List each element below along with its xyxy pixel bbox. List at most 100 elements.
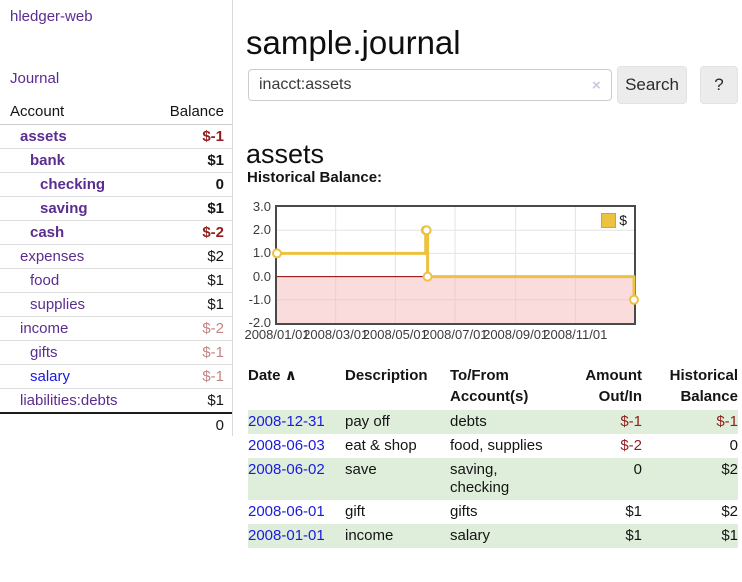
- account-row: gifts $-1: [0, 340, 232, 365]
- transaction-amount: 0: [550, 458, 642, 500]
- account-balance: $-1: [202, 368, 224, 385]
- accounts-total-row: 0: [0, 412, 232, 437]
- account-link[interactable]: liabilities:debts: [20, 392, 118, 409]
- x-axis-tick-label: 2008/03/01: [303, 327, 369, 342]
- transaction-balance: $2: [721, 503, 738, 520]
- register-column-balance: Historical Balance: [669, 367, 738, 405]
- accounts-column-balance: Balance: [151, 98, 232, 125]
- x-axis-tick-label: 2008/05/01: [362, 327, 428, 342]
- search-input[interactable]: [248, 69, 612, 101]
- account-row: income $-2: [0, 316, 232, 341]
- y-axis-tick-label: -1.0: [248, 291, 271, 307]
- transaction-row: 2008-01-01 income salary $1 $1: [248, 524, 738, 548]
- clear-search-icon[interactable]: ×: [592, 77, 601, 94]
- account-balance: $1: [207, 392, 224, 409]
- account-balance: $1: [207, 296, 224, 313]
- transaction-balance: $-1: [642, 410, 738, 434]
- transaction-accounts: salary: [450, 524, 550, 548]
- transaction-balance: 0: [729, 437, 738, 454]
- chart-data-marker: [272, 248, 282, 259]
- account-link[interactable]: supplies: [30, 296, 86, 313]
- chart-canvas: [272, 207, 639, 323]
- account-row: saving $1: [0, 196, 232, 221]
- register-column-amount: Amount Out/In: [585, 367, 642, 405]
- y-axis-tick-label: 1.0: [252, 245, 271, 261]
- account-link[interactable]: salary: [30, 368, 71, 385]
- account-link[interactable]: checking: [40, 176, 106, 193]
- legend-swatch-icon: [601, 212, 617, 228]
- legend-label: $: [619, 212, 627, 228]
- account-row: expenses $2: [0, 244, 232, 269]
- chart-data-marker: [421, 225, 432, 236]
- account-row: cash $-2: [0, 220, 232, 245]
- y-axis-tick-label: -2.0: [248, 315, 271, 330]
- help-button[interactable]: ?: [700, 66, 738, 104]
- transaction-row: 2008-12-31 pay off debts $-1 $-1: [248, 410, 738, 434]
- transaction-balance: $1: [642, 524, 738, 548]
- account-row: liabilities:debts $1: [0, 388, 232, 414]
- register-column-date[interactable]: Date ∧: [248, 367, 297, 384]
- account-link[interactable]: saving: [40, 200, 88, 217]
- accounts-column-account: Account: [0, 98, 152, 125]
- transaction-amount: $1: [550, 524, 642, 548]
- sort-ascending-icon: ∧: [284, 367, 297, 384]
- account-row: assets $-1: [0, 124, 232, 149]
- chart-negative-region: [277, 276, 634, 323]
- chart-title: Historical Balance:: [247, 169, 383, 186]
- sidebar-item-journal[interactable]: Journal: [10, 70, 60, 87]
- chart-data-marker: [629, 294, 639, 305]
- transaction-description: save: [345, 458, 450, 500]
- account-balance: $1: [207, 152, 224, 169]
- accounts-table-header-row: Account Balance: [0, 98, 232, 125]
- search-button[interactable]: Search: [617, 66, 687, 104]
- account-balance: $-1: [202, 128, 224, 145]
- account-balance: $-1: [202, 344, 224, 361]
- account-row: food $1: [0, 268, 232, 293]
- sidebar: hledger-web Journal Account Balance asse…: [0, 0, 233, 437]
- account-link[interactable]: expenses: [20, 248, 85, 265]
- y-axis-tick-label: 3.0: [252, 199, 271, 214]
- transaction-row: 2008-06-01 gift gifts $1 $2: [248, 500, 738, 524]
- transaction-accounts: food, supplies: [450, 437, 543, 454]
- transaction-amount: $-2: [620, 437, 642, 454]
- page-title: sample.journal: [246, 24, 461, 62]
- account-link[interactable]: income: [20, 320, 69, 337]
- register-column-description: Description: [345, 367, 428, 384]
- account-link[interactable]: assets: [20, 128, 67, 145]
- accounts-balance-table: Account Balance assets $-1 bank $1 checking 0…: [0, 98, 232, 437]
- chart-legend: $: [599, 211, 629, 229]
- app-title-link[interactable]: hledger-web: [10, 8, 93, 25]
- transaction-description: eat & shop: [345, 437, 417, 454]
- transaction-description: pay off: [345, 410, 450, 434]
- account-balance: $-2: [202, 320, 224, 337]
- transaction-date-link[interactable]: 2008-12-31: [248, 413, 325, 430]
- account-link[interactable]: cash: [30, 224, 65, 241]
- transaction-date-link[interactable]: 2008-06-02: [248, 461, 325, 478]
- chart-data-marker: [422, 271, 433, 282]
- transaction-balance: $2: [642, 458, 738, 500]
- account-heading: assets: [246, 139, 325, 170]
- transaction-amount: $-1: [550, 410, 642, 434]
- account-balance: $1: [207, 200, 224, 217]
- account-link[interactable]: food: [30, 272, 60, 289]
- transaction-date-link[interactable]: 2008-06-01: [248, 503, 325, 520]
- transaction-description: gift: [345, 503, 366, 520]
- transaction-row: 2008-06-03 eat & shop food, supplies $-2 0: [248, 434, 738, 458]
- account-row: bank $1: [0, 148, 232, 173]
- y-axis-tick-label: 0.0: [252, 268, 271, 284]
- account-link[interactable]: bank: [30, 152, 66, 169]
- transaction-date-link[interactable]: 2008-06-03: [248, 437, 325, 454]
- transaction-accounts: debts: [450, 410, 550, 434]
- transaction-date-link[interactable]: 2008-01-01: [248, 527, 325, 544]
- transaction-description: income: [345, 524, 450, 548]
- account-row: supplies $1: [0, 292, 232, 317]
- transaction-row: 2008-06-02 save saving, checking 0 $2: [248, 458, 738, 500]
- transaction-accounts: gifts: [450, 503, 478, 520]
- account-row: checking 0: [0, 172, 232, 197]
- account-balance: $-2: [202, 224, 224, 241]
- account-balance: $2: [207, 248, 224, 265]
- y-axis-tick-label: 2.0: [252, 222, 271, 238]
- register-column-accounts: To/From Account(s): [450, 367, 529, 405]
- account-link[interactable]: gifts: [30, 344, 58, 361]
